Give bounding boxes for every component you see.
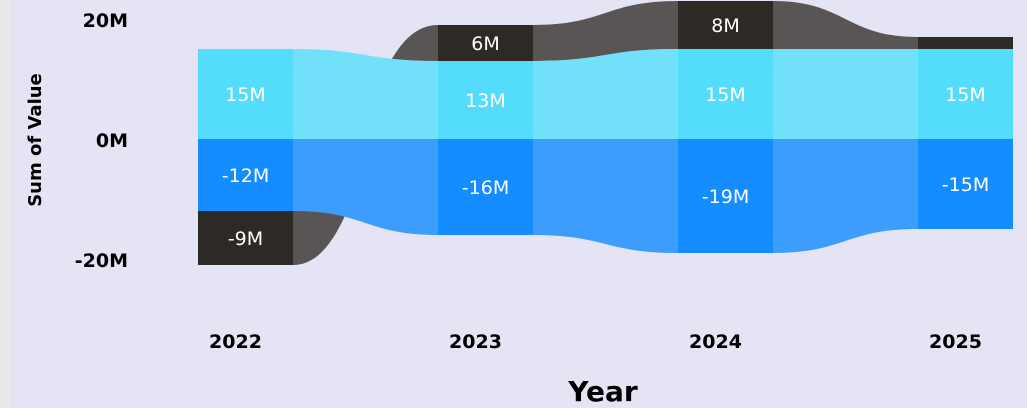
data-label-series1-2023: 13M: [465, 90, 506, 112]
data-label-series2-2023: -16M: [462, 177, 509, 199]
x-tick-label: 2023: [449, 331, 502, 353]
y-tick-label: -20M: [75, 250, 128, 272]
data-label-series2-2025: -15M: [942, 174, 989, 196]
data-label-series1-2025: 15M: [945, 84, 986, 106]
data-label-series2-2024: -19M: [702, 186, 749, 208]
x-tick-label: 2024: [689, 331, 742, 353]
y-tick-label: 0M: [96, 130, 128, 152]
data-label-series1-2022: 15M: [225, 84, 266, 106]
ribbon-series1-2024-2025: [773, 49, 918, 139]
ribbons-layer: [293, 1, 918, 265]
ribbon-series1-2022-2023: [293, 49, 438, 139]
y-axis: 20M 0M -20M: [75, 10, 128, 272]
y-tick-label: 20M: [83, 10, 128, 32]
y-axis-title: Sum of Value: [25, 73, 46, 207]
data-label-series1-2024: 15M: [705, 84, 746, 106]
x-axis-title: Year: [567, 375, 638, 408]
data-label-series0-2023: 6M: [471, 33, 499, 55]
x-tick-label: 2025: [929, 331, 982, 353]
ribbon-series2-2024-2025: [773, 139, 918, 253]
ribbon-series1-2023-2024: [533, 49, 678, 139]
bar-series0-2025[interactable]: [918, 37, 1013, 49]
data-label-series0-2022: -9M: [228, 228, 263, 250]
ribbon-series2-2023-2024: [533, 139, 678, 253]
x-tick-label: 2022: [209, 331, 262, 353]
x-axis: 2022 2023 2024 2025: [209, 331, 982, 353]
data-label-series0-2024: 8M: [711, 15, 739, 37]
ribbon-series0-2024-2025: [773, 1, 918, 49]
data-label-series2-2022: -12M: [222, 165, 269, 187]
